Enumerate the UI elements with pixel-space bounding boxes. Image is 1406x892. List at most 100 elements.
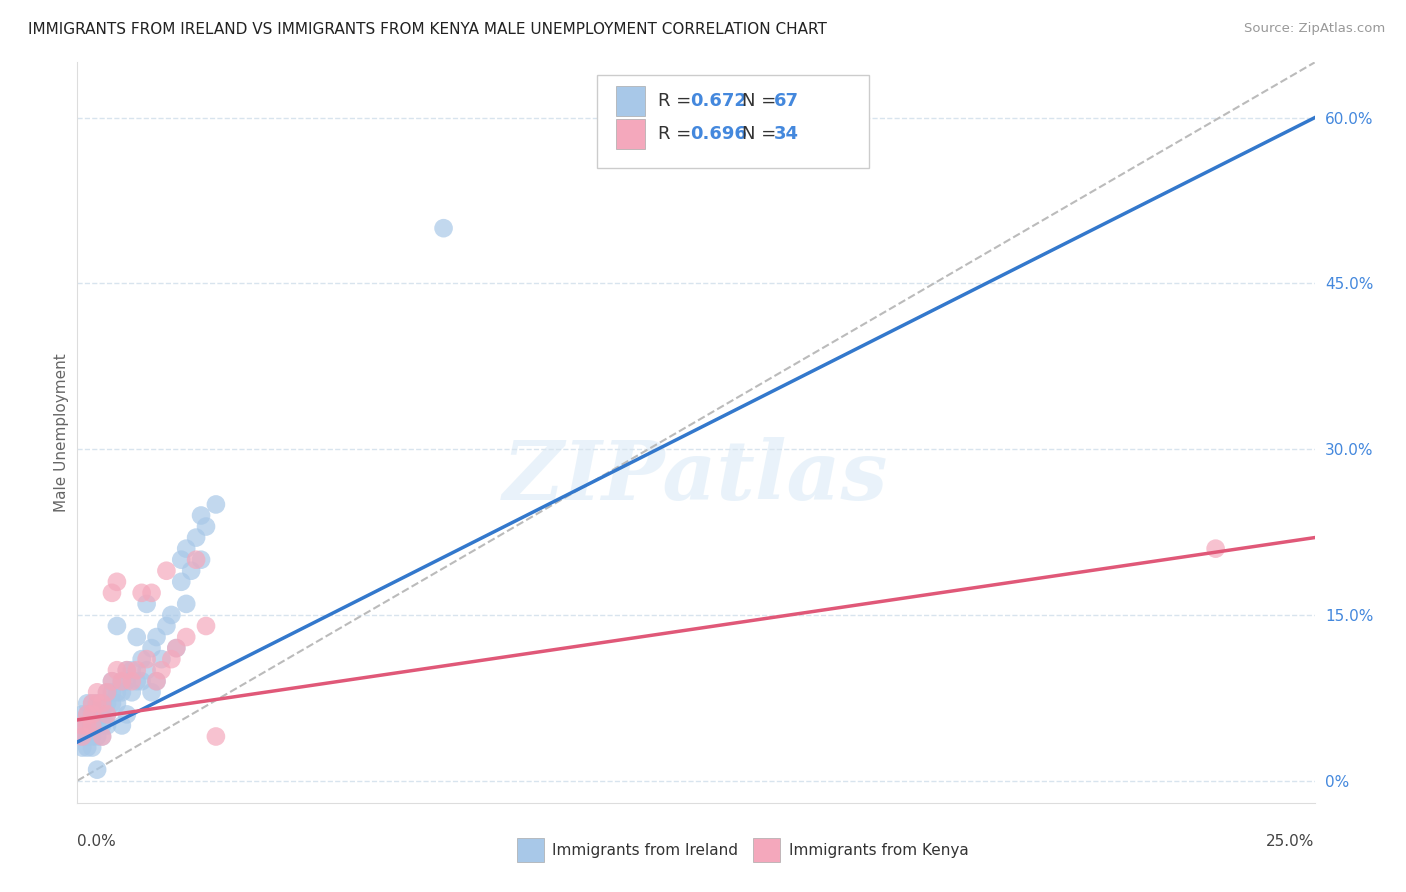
Point: [72, 740, 94, 755]
Point: [150, 663, 173, 677]
Point: [121, 663, 143, 677]
Point: [91, 707, 114, 722]
Point: [96, 718, 118, 732]
Point: [125, 674, 148, 689]
Point: [82, 707, 104, 722]
Point: [96, 685, 118, 699]
Point: [101, 674, 124, 689]
Point: [91, 730, 114, 744]
Point: [205, 498, 228, 512]
Point: [131, 674, 153, 689]
Point: [86, 730, 108, 744]
Point: [101, 697, 124, 711]
Point: [111, 718, 134, 732]
Point: [141, 641, 163, 656]
Point: [160, 652, 183, 666]
Point: [76, 718, 98, 732]
Point: [1205, 541, 1227, 556]
Point: [105, 663, 128, 677]
Point: [111, 685, 134, 699]
Point: [165, 641, 187, 656]
Point: [72, 718, 94, 732]
FancyBboxPatch shape: [752, 838, 780, 862]
Point: [82, 718, 104, 732]
FancyBboxPatch shape: [616, 87, 645, 116]
Text: 67: 67: [773, 92, 799, 110]
Text: 25.0%: 25.0%: [1267, 834, 1315, 849]
Point: [170, 552, 193, 566]
Text: R =: R =: [658, 125, 696, 144]
Point: [105, 619, 128, 633]
Point: [101, 674, 124, 689]
Point: [145, 674, 167, 689]
Point: [76, 697, 98, 711]
Point: [145, 674, 167, 689]
Text: Immigrants from Ireland: Immigrants from Ireland: [553, 843, 738, 858]
Text: 0.696: 0.696: [690, 125, 747, 144]
Point: [150, 652, 173, 666]
Point: [111, 674, 134, 689]
Point: [76, 707, 98, 722]
FancyBboxPatch shape: [598, 75, 869, 168]
Point: [145, 630, 167, 644]
Point: [86, 763, 108, 777]
Point: [86, 707, 108, 722]
Point: [76, 707, 98, 722]
Point: [195, 519, 218, 533]
Point: [72, 718, 94, 732]
Point: [174, 597, 197, 611]
Point: [82, 718, 104, 732]
Text: Immigrants from Kenya: Immigrants from Kenya: [789, 843, 969, 858]
Point: [91, 730, 114, 744]
Point: [165, 641, 187, 656]
Point: [135, 652, 157, 666]
Point: [86, 697, 108, 711]
Point: [76, 730, 98, 744]
Point: [115, 663, 138, 677]
Point: [76, 730, 98, 744]
Point: [125, 630, 148, 644]
Point: [72, 730, 94, 744]
Point: [72, 707, 94, 722]
Point: [91, 697, 114, 711]
Text: N =: N =: [742, 92, 782, 110]
Point: [141, 586, 163, 600]
Point: [135, 663, 157, 677]
FancyBboxPatch shape: [616, 120, 645, 149]
Text: R =: R =: [658, 92, 696, 110]
Point: [125, 663, 148, 677]
Point: [96, 707, 118, 722]
Point: [115, 663, 138, 677]
Point: [190, 508, 212, 523]
Y-axis label: Male Unemployment: Male Unemployment: [53, 353, 69, 512]
Point: [121, 685, 143, 699]
Point: [170, 574, 193, 589]
Point: [82, 730, 104, 744]
Point: [174, 630, 197, 644]
Point: [190, 552, 212, 566]
Point: [96, 685, 118, 699]
Text: IMMIGRANTS FROM IRELAND VS IMMIGRANTS FROM KENYA MALE UNEMPLOYMENT CORRELATION C: IMMIGRANTS FROM IRELAND VS IMMIGRANTS FR…: [28, 22, 827, 37]
Point: [180, 564, 202, 578]
Point: [72, 730, 94, 744]
Point: [82, 740, 104, 755]
Point: [195, 619, 218, 633]
Point: [86, 718, 108, 732]
Point: [96, 697, 118, 711]
Point: [115, 707, 138, 722]
Point: [141, 685, 163, 699]
Point: [184, 552, 207, 566]
Point: [101, 586, 124, 600]
Point: [101, 685, 124, 699]
Point: [160, 607, 183, 622]
Point: [82, 697, 104, 711]
Point: [76, 740, 98, 755]
Point: [174, 541, 197, 556]
Point: [91, 697, 114, 711]
Point: [82, 707, 104, 722]
Point: [135, 597, 157, 611]
Point: [131, 652, 153, 666]
Text: 0.0%: 0.0%: [77, 834, 117, 849]
Point: [105, 697, 128, 711]
Point: [105, 574, 128, 589]
